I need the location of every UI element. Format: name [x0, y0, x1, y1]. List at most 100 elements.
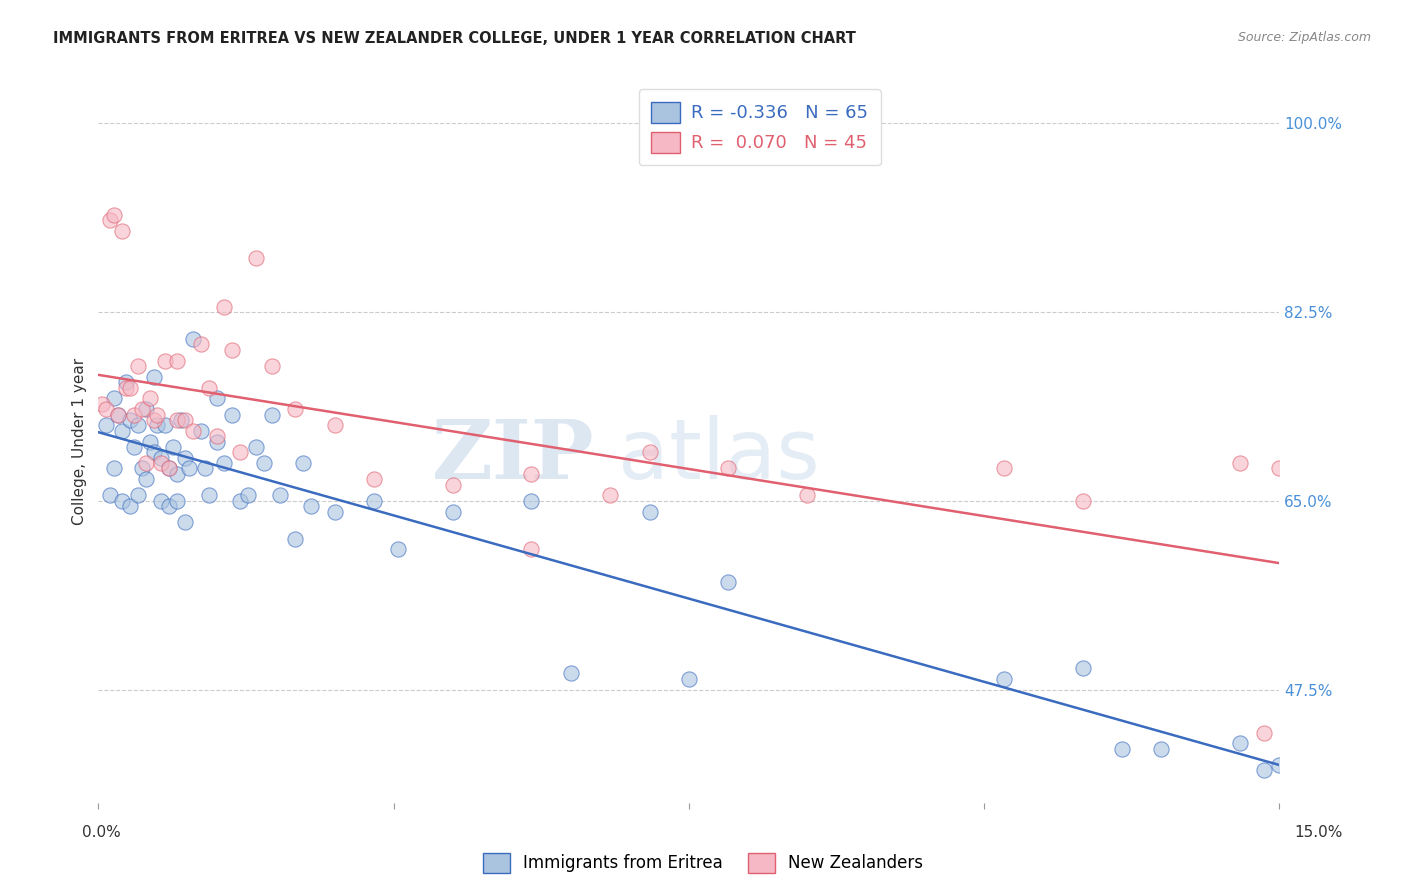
Text: 15.0%: 15.0%: [1295, 825, 1343, 839]
Point: [260, 408, 283, 422]
Point: [155, 418, 177, 433]
Point: [91, 397, 114, 411]
Point: [138, 434, 160, 449]
Point: [174, 413, 197, 427]
Point: [174, 516, 197, 530]
Point: [269, 488, 291, 502]
Point: [678, 672, 700, 686]
Point: [245, 251, 267, 265]
Point: [520, 467, 543, 481]
Legend: R = -0.336   N = 65, R =  0.070   N = 45: R = -0.336 N = 65, R = 0.070 N = 45: [638, 89, 880, 165]
Point: [155, 353, 177, 368]
Point: [157, 461, 180, 475]
Point: [96, 402, 118, 417]
Point: [292, 456, 315, 470]
Point: [197, 488, 219, 502]
Point: [157, 500, 180, 514]
Legend: Immigrants from Eritrea, New Zealanders: Immigrants from Eritrea, New Zealanders: [477, 847, 929, 880]
Point: [150, 456, 173, 470]
Point: [107, 408, 129, 422]
Point: [214, 300, 236, 314]
Point: [166, 353, 188, 368]
Point: [205, 434, 228, 449]
Point: [1253, 764, 1275, 778]
Text: 0.0%: 0.0%: [82, 825, 121, 839]
Point: [260, 359, 283, 373]
Text: IMMIGRANTS FROM ERITREA VS NEW ZEALANDER COLLEGE, UNDER 1 YEAR CORRELATION CHART: IMMIGRANTS FROM ERITREA VS NEW ZEALANDER…: [53, 31, 856, 46]
Point: [103, 392, 125, 406]
Text: ZIP: ZIP: [432, 416, 595, 496]
Point: [993, 461, 1015, 475]
Point: [142, 445, 165, 459]
Point: [229, 445, 252, 459]
Point: [323, 418, 346, 433]
Point: [138, 392, 160, 406]
Point: [299, 500, 322, 514]
Point: [1111, 742, 1133, 756]
Point: [150, 450, 173, 465]
Point: [111, 224, 134, 238]
Point: [107, 408, 129, 422]
Point: [441, 477, 464, 491]
Point: [363, 493, 385, 508]
Point: [363, 472, 385, 486]
Point: [181, 332, 204, 346]
Point: [190, 337, 212, 351]
Point: [118, 381, 141, 395]
Point: [162, 440, 184, 454]
Point: [118, 413, 141, 427]
Point: [1268, 461, 1291, 475]
Point: [135, 402, 157, 417]
Point: [253, 456, 276, 470]
Point: [441, 505, 464, 519]
Point: [520, 493, 543, 508]
Point: [284, 532, 307, 546]
Point: [115, 381, 138, 395]
Point: [190, 424, 212, 438]
Point: [131, 461, 153, 475]
Text: Source: ZipAtlas.com: Source: ZipAtlas.com: [1237, 31, 1371, 45]
Point: [221, 408, 243, 422]
Point: [127, 359, 149, 373]
Point: [111, 424, 134, 438]
Point: [115, 376, 138, 390]
Point: [166, 467, 188, 481]
Point: [717, 461, 740, 475]
Point: [1229, 737, 1251, 751]
Point: [135, 456, 157, 470]
Point: [796, 488, 818, 502]
Point: [166, 493, 188, 508]
Point: [323, 505, 346, 519]
Point: [197, 381, 219, 395]
Point: [181, 424, 204, 438]
Point: [122, 440, 145, 454]
Point: [1253, 725, 1275, 739]
Point: [135, 472, 157, 486]
Point: [174, 450, 197, 465]
Point: [127, 488, 149, 502]
Point: [638, 445, 661, 459]
Point: [118, 500, 141, 514]
Point: [717, 574, 740, 589]
Point: [221, 343, 243, 357]
Point: [103, 461, 125, 475]
Point: [170, 413, 193, 427]
Point: [520, 542, 543, 557]
Y-axis label: College, Under 1 year: College, Under 1 year: [72, 358, 87, 525]
Point: [599, 488, 621, 502]
Point: [157, 461, 180, 475]
Point: [98, 488, 121, 502]
Point: [96, 418, 118, 433]
Point: [1268, 758, 1291, 772]
Point: [638, 505, 661, 519]
Point: [98, 213, 121, 227]
Point: [146, 408, 169, 422]
Point: [103, 208, 125, 222]
Point: [1150, 742, 1173, 756]
Point: [146, 418, 169, 433]
Point: [214, 456, 236, 470]
Point: [1229, 456, 1251, 470]
Point: [122, 408, 145, 422]
Text: atlas: atlas: [619, 416, 820, 497]
Point: [387, 542, 409, 557]
